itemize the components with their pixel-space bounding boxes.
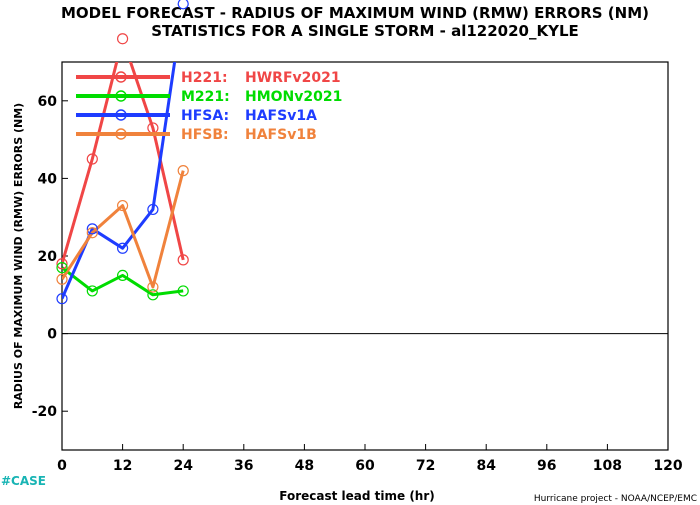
legend-marker-hwrfv2021 bbox=[115, 71, 127, 83]
data-point-hmonv2021 bbox=[56, 262, 68, 274]
x-tick-label: 24 bbox=[173, 458, 193, 474]
y-tick-label: 0 bbox=[47, 327, 57, 343]
y-tick-label: 60 bbox=[38, 94, 58, 110]
case-label: #CASE bbox=[1, 474, 46, 488]
series-line-hwrfv2021 bbox=[62, 62, 185, 265]
x-tick-label: 0 bbox=[57, 458, 67, 474]
data-point-hwrfv2021 bbox=[56, 258, 68, 270]
chart-title-line2: STATISTICS FOR A SINGLE STORM - al122020… bbox=[151, 22, 579, 40]
data-point-hafsv1b bbox=[116, 199, 129, 212]
legend-marker-hafsv1b bbox=[115, 128, 127, 140]
legend-name-hafsv1b: HFSB: bbox=[181, 127, 229, 143]
data-point-hafsv1b bbox=[86, 227, 98, 239]
data-point-hmonv2021 bbox=[116, 269, 129, 281]
series-line-hmonv2021 bbox=[62, 266, 184, 297]
legend-marker-hmonv2021 bbox=[115, 90, 127, 102]
y-tick-label: 40 bbox=[38, 171, 58, 187]
x-tick-label: 120 bbox=[653, 458, 682, 474]
data-point-hmonv2021 bbox=[147, 289, 159, 301]
x-tick-label: 84 bbox=[476, 458, 496, 474]
data-point-hwrfv2021 bbox=[177, 254, 189, 266]
legend-name-hwrfv2021: H221: bbox=[181, 70, 228, 86]
x-tick-label: 36 bbox=[234, 458, 253, 474]
series-line-hafsv1a bbox=[62, 62, 177, 300]
x-tick-label: 12 bbox=[113, 458, 132, 474]
legend-desc-hmonv2021: HMONv2021 bbox=[245, 89, 342, 105]
y-tick-label: 20 bbox=[38, 249, 58, 265]
legend-desc-hafsv1a: HAFSv1A bbox=[245, 108, 317, 124]
legend-desc-hafsv1b: HAFSv1B bbox=[245, 127, 317, 143]
legend-desc-hwrfv2021: HWRFv2021 bbox=[245, 70, 341, 86]
chart-title-line1: MODEL FORECAST - RADIUS OF MAXIMUM WIND … bbox=[61, 4, 649, 22]
data-point-hwrfv2021 bbox=[116, 33, 129, 45]
data-point-hmonv2021 bbox=[177, 285, 189, 297]
data-point-hafsv1a bbox=[86, 223, 98, 235]
x-tick-label: 96 bbox=[537, 458, 556, 474]
data-point-hafsv1b bbox=[56, 273, 68, 285]
x-tick-label: 48 bbox=[295, 458, 314, 474]
series-line-hafsv1b bbox=[62, 170, 185, 289]
x-tick-label: 60 bbox=[355, 458, 375, 474]
data-point-hafsv1a bbox=[147, 203, 159, 216]
legend-name-hmonv2021: M221: bbox=[181, 89, 230, 105]
data-point-hafsv1a bbox=[177, 0, 189, 10]
credit-label: Hurricane project - NOAA/NCEP/EMC bbox=[534, 494, 697, 504]
data-point-hafsv1b bbox=[177, 165, 189, 177]
plot-frame bbox=[61, 61, 669, 451]
data-point-hafsv1a bbox=[56, 293, 68, 305]
data-point-hwrfv2021 bbox=[86, 153, 98, 165]
x-axis-label: Forecast lead time (hr) bbox=[279, 489, 435, 503]
x-tick-label: 72 bbox=[416, 458, 435, 474]
legend-marker-hafsv1a bbox=[115, 109, 127, 121]
x-tick-label: 108 bbox=[593, 458, 622, 474]
legend-name-hafsv1a: HFSA: bbox=[181, 108, 229, 124]
data-point-hmonv2021 bbox=[86, 285, 98, 297]
y-tick-label: -20 bbox=[32, 404, 58, 420]
data-point-hafsv1a bbox=[116, 242, 129, 254]
y-axis-label: RADIUS OF MAXIMUM WIND (RMW) ERRORS (NM) bbox=[12, 103, 25, 409]
data-point-hafsv1b bbox=[147, 281, 159, 293]
